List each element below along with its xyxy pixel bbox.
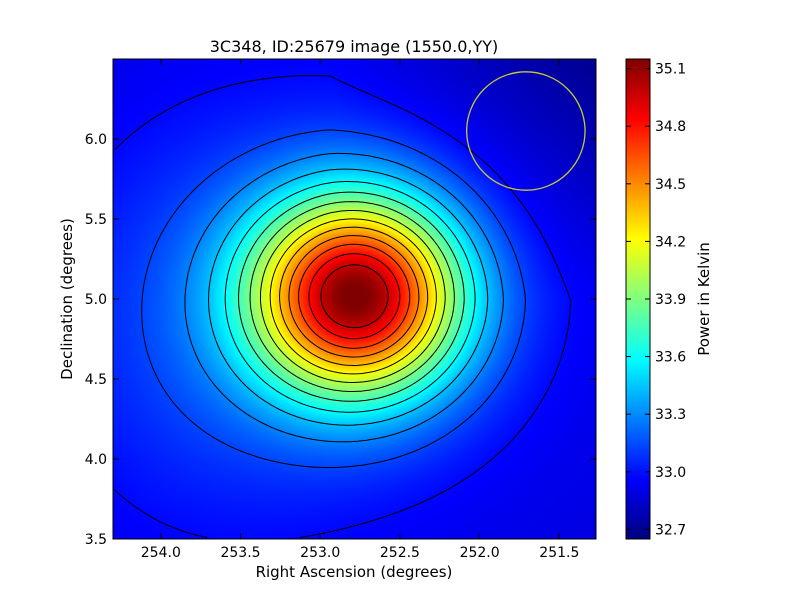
contour-line xyxy=(279,226,429,366)
contour-line xyxy=(224,181,476,413)
x-tick-label: 253.5 xyxy=(220,545,260,561)
contour-line xyxy=(238,191,465,402)
contour-line xyxy=(208,168,489,426)
colorbar-tick-label: 34.5 xyxy=(655,177,686,193)
y-tick-label: 3.5 xyxy=(85,532,107,548)
colorbar-tick-label: 34.8 xyxy=(655,119,686,135)
x-tick-label: 251.5 xyxy=(539,545,579,561)
plot-area: 254.0 253.5 253.0 252.5 252.0 251.5 3.5 4.0 4.5… xyxy=(85,58,597,561)
colorbar-tick-label: 33.0 xyxy=(655,465,686,481)
x-tick-label: 252.0 xyxy=(460,545,500,561)
chart-title: 3C348, ID:25679 image (1550.0,YY) xyxy=(210,37,499,56)
x-tick-label: 254.0 xyxy=(141,545,181,561)
contour-line xyxy=(184,152,504,443)
colorbar-tick-label: 32.7 xyxy=(655,522,686,538)
colorbar-tick-label: 34.2 xyxy=(655,234,686,250)
y-tick-label: 5.0 xyxy=(85,292,107,308)
colorbar-tick-label: 35.1 xyxy=(655,62,686,78)
contour-line xyxy=(288,235,420,358)
x-tick-label: 252.5 xyxy=(380,545,420,561)
colorbar-label: Power in Kelvin xyxy=(695,242,713,356)
y-tick-label: 4.0 xyxy=(85,452,107,468)
x-tick-label: 253.0 xyxy=(300,545,340,561)
contour-line xyxy=(114,75,572,538)
colorbar: 32.7 33.0 33.3 33.6 33.9 34.2 34.5 34.8 35.1 Pow… xyxy=(625,58,713,540)
contour-line xyxy=(320,264,389,329)
colorbar-tick-label: 33.6 xyxy=(655,350,686,366)
contour-line xyxy=(298,243,411,349)
contour-line xyxy=(269,218,437,375)
contour-line xyxy=(141,129,526,468)
colorbar-ticks: 32.7 33.0 33.3 33.6 33.9 34.2 34.5 34.8 35.1 xyxy=(626,62,686,538)
contour-lines xyxy=(114,75,572,538)
colorbar-tick-label: 33.3 xyxy=(655,407,686,423)
x-axis-label: Right Ascension (degrees) xyxy=(256,563,453,581)
y-tick-label: 4.5 xyxy=(85,372,107,388)
x-axis: 254.0 253.5 253.0 252.5 252.0 251.5 xyxy=(141,59,579,561)
y-axis: 3.5 4.0 4.5 5.0 5.5 6.0 xyxy=(85,132,596,548)
contour-line xyxy=(249,201,455,392)
y-tick-label: 5.5 xyxy=(85,212,107,228)
contour-line xyxy=(260,210,446,383)
contour-line xyxy=(308,253,401,340)
heatmap-image xyxy=(113,59,596,539)
y-tick-label: 6.0 xyxy=(85,132,107,148)
beam-circle xyxy=(466,71,586,191)
colorbar-tick-label: 33.9 xyxy=(655,292,686,308)
y-axis-label: Declination (degrees) xyxy=(58,218,76,380)
